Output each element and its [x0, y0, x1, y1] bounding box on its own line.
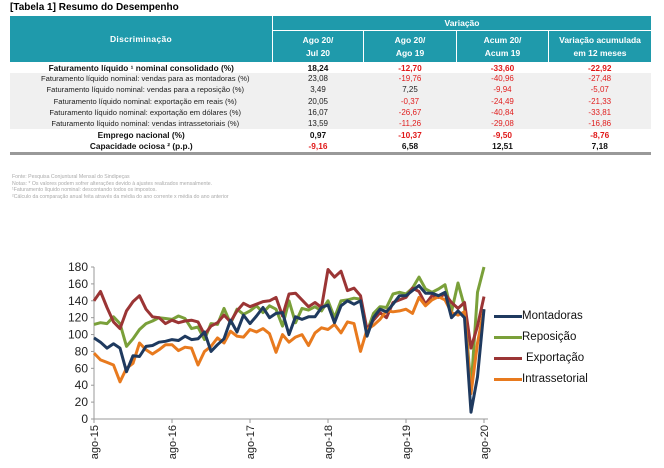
cell-value: 6,58 [363, 140, 457, 155]
row-label: Faturamento líquido nominal: exportação … [10, 95, 273, 107]
series-line-montadoras [93, 284, 486, 414]
x-tick-label: ago-18 [323, 425, 335, 459]
y-tick-label: 20 [75, 395, 89, 409]
cell-value: 18,24 [307, 62, 329, 73]
cell-value: -19,76 [363, 73, 457, 85]
cell-value: -33,81 [548, 106, 651, 118]
y-tick-label: 0 [81, 412, 88, 426]
cell-value: -9,94 [456, 84, 549, 96]
x-tick-label: ago-15 [89, 425, 101, 459]
cell-value: -33,60 [490, 62, 515, 73]
x-tick-label: ago-17 [245, 425, 257, 459]
series-line-exportação [92, 268, 486, 350]
x-tick-label: ago-19 [401, 425, 413, 459]
cell-value: 7,18 [548, 140, 651, 155]
table-row: Faturamento líquido nominal: exportação … [10, 106, 651, 118]
row-label: Emprego nacional (%) [97, 129, 185, 140]
y-tick-label: 140 [68, 294, 88, 308]
note-footnote-2: ²Cálculo da comparação anual feita atrav… [12, 193, 229, 200]
table-row: Faturamento líquido ¹ nominal consolidad… [10, 62, 651, 73]
row-label: Faturamento líquido nominal: vendas para… [10, 84, 273, 96]
column-header-ago20-ago19: Ago 20/Ago 19 [363, 30, 457, 62]
column-header-ago20-jul20: Ago 20/Jul 20 [272, 30, 364, 62]
cell-value: -5,07 [548, 84, 651, 96]
column-header-discriminacao: Discriminação [10, 16, 273, 62]
cell-value: 7,25 [363, 84, 457, 96]
legend-label: Montadoras [522, 310, 583, 322]
series-line-reposição [93, 266, 486, 391]
row-label: Faturamento líquido ¹ nominal consolidad… [48, 62, 234, 73]
table-row: Faturamento líquido nominal: vendas para… [10, 73, 651, 85]
y-tick-label: 120 [68, 311, 88, 325]
cell-value: 3,49 [272, 84, 364, 96]
cell-value: -40,96 [456, 73, 549, 85]
cell-value: -9,16 [272, 140, 364, 155]
cell-value: -16,86 [548, 117, 651, 130]
cell-value: 0,97 [309, 129, 327, 140]
table-row: Faturamento líquido nominal: exportação … [10, 95, 651, 107]
cell-value: -24,49 [456, 95, 549, 107]
note-footnote-1: ¹Faturamento líquido nominal: descontand… [12, 187, 157, 193]
legend-item-intrassetorial: Intrassetorial [494, 372, 588, 386]
cell-value: -27,48 [548, 73, 651, 85]
table-notes: Fonte: Pesquisa Conjuntural Mensal do Si… [12, 174, 229, 200]
y-tick-label: 40 [75, 378, 89, 392]
row-label: Capacidade ociosa ² (p.p.) [10, 140, 273, 155]
y-tick-label: 160 [68, 277, 88, 291]
table-row: Capacidade ociosa ² (p.p.) -9,16 6,58 12,51… [10, 140, 651, 155]
cell-value: 13,59 [272, 117, 364, 130]
y-tick-label: 100 [68, 328, 88, 342]
note-adjustments: Notas: * Os valores podem sofrer alteraç… [12, 180, 213, 187]
legend-label: Intrassetorial [522, 373, 588, 385]
cell-value: -8,76 [590, 129, 610, 140]
legend-item-exportação: Exportação [494, 351, 584, 365]
performance-summary-table: Discriminação Variação Ago 20/Jul 20 Ago… [10, 16, 651, 155]
y-tick-label: 80 [75, 344, 89, 358]
cell-value: -22,92 [587, 62, 612, 73]
cell-value: 12,51 [456, 140, 549, 155]
table-row: Faturamento líquido nominal: vendas intr… [10, 117, 651, 130]
column-group-header-variacao: Variação [272, 16, 651, 31]
legend-swatch [494, 335, 522, 339]
table-row: Emprego nacional (%) 0,97 -10,37 -9,50 -8,76 [10, 129, 651, 140]
y-tick-label: 180 [68, 260, 88, 274]
legend-label: Exportação [526, 352, 585, 364]
line-chart: 0 20 40 60 80 100 120 140 160 180 ago-15 ago-16 ago-… [68, 260, 491, 459]
cell-value: -9,50 [493, 129, 512, 140]
cell-value: 20,05 [272, 95, 364, 107]
row-label: Faturamento líquido nominal: exportação … [10, 106, 273, 118]
x-tick-label: ago-16 [167, 425, 179, 459]
cell-value: -40,84 [456, 106, 549, 118]
cell-value: -12,70 [398, 62, 422, 73]
table-title: [Tabela 1] Resumo do Desempenho [10, 2, 179, 13]
note-source: Fonte: Pesquisa Conjuntural Mensal do Si… [12, 174, 130, 180]
cell-value: -0,37 [363, 95, 457, 107]
cell-value: 23,08 [272, 73, 364, 85]
legend-item-reposição: Reposição [494, 330, 576, 344]
cell-value: 16,07 [272, 106, 364, 118]
cell-value: -29,08 [456, 117, 549, 130]
cell-value: -21,33 [548, 95, 651, 107]
column-header-variacao-12-meses: Variação acumulada em 12 meses [548, 30, 651, 62]
series-line-intrassetorial [92, 295, 486, 396]
y-tick-label: 60 [75, 361, 89, 375]
legend-swatch [494, 356, 522, 360]
column-header-acum20-acum19: Acum 20/Acum 19 [456, 30, 549, 62]
table-row: Faturamento líquido nominal: vendas para… [10, 84, 651, 96]
legend-item-montadoras: Montadoras [494, 309, 583, 323]
legend-swatch [494, 377, 522, 381]
cell-value: -11,26 [363, 117, 457, 130]
row-label: Faturamento líquido nominal: vendas intr… [10, 117, 273, 130]
x-tick-label: ago-20 [479, 425, 491, 459]
legend-label: Reposição [522, 331, 577, 343]
legend-swatch [494, 314, 522, 318]
cell-value: -10,37 [398, 129, 422, 140]
cell-value: -26,67 [363, 106, 457, 118]
row-label: Faturamento líquido nominal: vendas para… [10, 73, 273, 85]
